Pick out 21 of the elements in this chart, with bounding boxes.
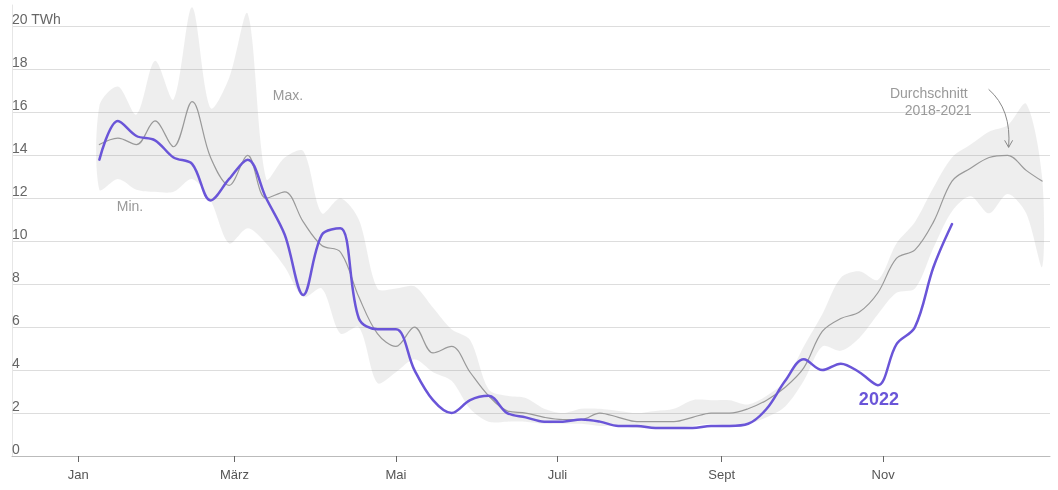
x-tick-label: März	[219, 467, 249, 482]
y-tick-label: 6	[12, 312, 20, 329]
x-tick-label: Juli	[547, 467, 568, 482]
y-tick-label: 2	[12, 398, 20, 415]
y-tick-label: 16	[12, 97, 28, 114]
x-tick-label: Mai	[385, 467, 407, 482]
x-tick-label: Sept	[708, 467, 736, 482]
annotation: Max.	[272, 87, 304, 103]
y-tick-label: 8	[12, 269, 20, 286]
text: Durchschnitt 2018-2021	[889, 84, 972, 118]
series-label: 2022	[858, 389, 899, 410]
annotation: Min.	[116, 198, 144, 214]
x-tick-label: Nov	[871, 467, 896, 482]
y-tick-label: 0	[12, 441, 20, 457]
x-tick-label: Jan	[67, 467, 89, 482]
y-tick-label: 4	[12, 355, 20, 372]
y-tick-label: 20 TWh	[12, 11, 61, 28]
y-tick-label: 18	[12, 54, 28, 71]
y-tick-label: 10	[12, 226, 28, 243]
y-tick-label: 14	[12, 140, 28, 157]
y-tick-label: 12	[12, 183, 28, 200]
